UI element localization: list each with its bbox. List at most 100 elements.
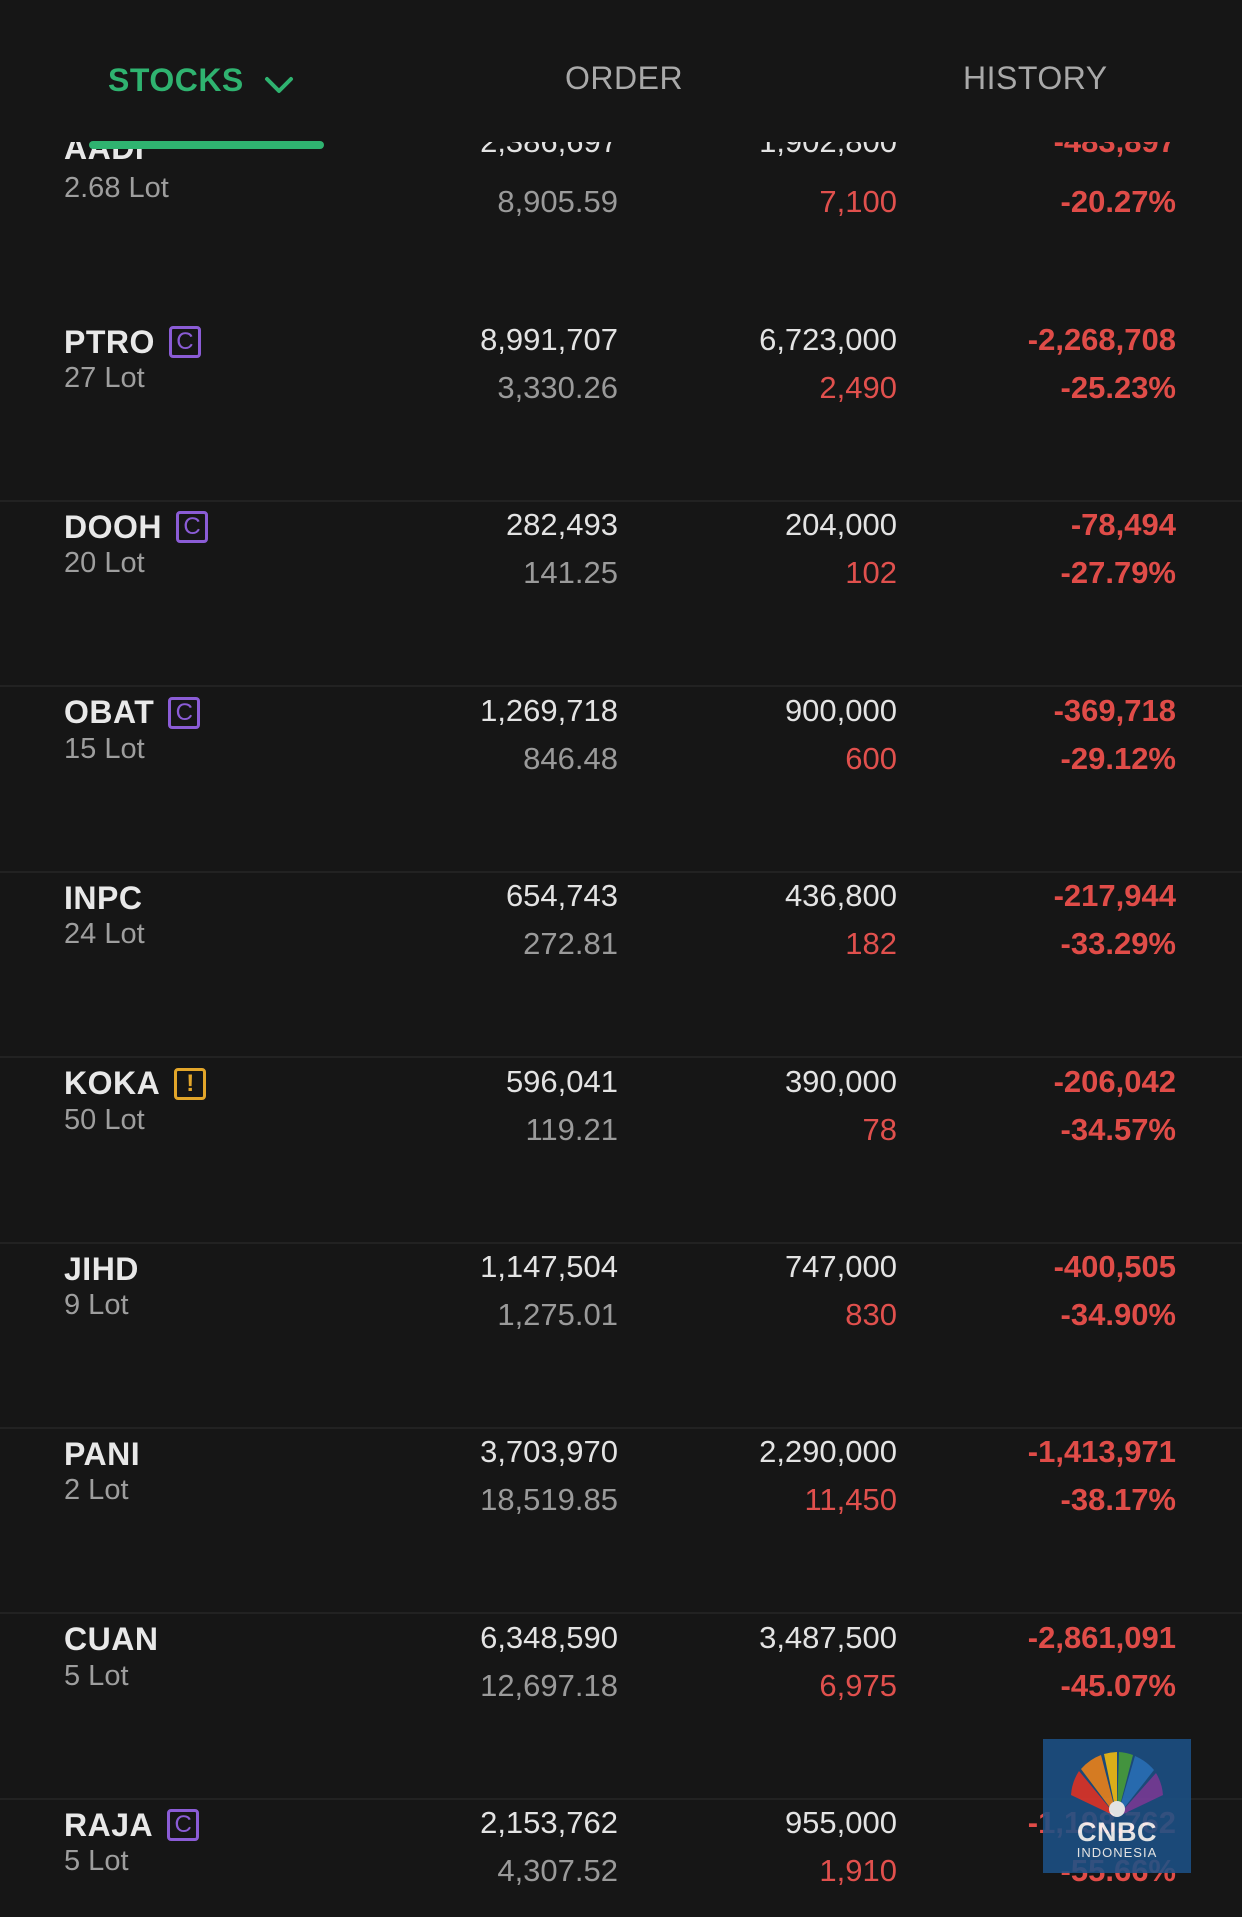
- ticker-symbol: CUAN: [64, 1621, 159, 1658]
- special-notation-c-badge[interactable]: C: [168, 326, 201, 358]
- invested-value: 654,743: [505, 878, 618, 914]
- invested-value: 1,269,718: [480, 692, 618, 728]
- ticker-symbol: DOOH: [64, 508, 162, 545]
- average-price: 119.21: [525, 1111, 618, 1147]
- ticker-line: OBAT C: [64, 689, 201, 737]
- invested-value: 596,041: [505, 1063, 618, 1099]
- ticker-line: CUAN: [64, 1616, 158, 1664]
- position-row[interactable]: DOOH C 20 Lot 282,493 141.25 204,000 102 -78,49…: [0, 503, 1242, 688]
- cnbc-indonesia-watermark: CNBC INDONESIA: [1043, 1739, 1191, 1873]
- position-row[interactable]: OBAT C 15 Lot 1,269,718 846.48 900,000 600 -369…: [0, 689, 1242, 873]
- row-divider: [0, 870, 1242, 873]
- unrealized-pl: -369,718: [1053, 692, 1176, 728]
- unrealized-pl: -2,861,091: [1027, 1619, 1176, 1655]
- row-divider: [0, 685, 1242, 688]
- ticker-line: RAJA C: [64, 1801, 200, 1849]
- position-row[interactable]: JIHD 9 Lot 1,147,504 1,275.01 747,000 830 -400…: [0, 1245, 1242, 1429]
- last-price: 830: [845, 1297, 897, 1332]
- peacock-logo-icon: [1071, 1752, 1163, 1817]
- lot-count: 27 Lot: [64, 362, 145, 394]
- invested-value: 1,147,504: [480, 1249, 618, 1284]
- last-price: 2,490: [819, 370, 897, 405]
- unrealized-pl-percent: -33.29%: [1060, 926, 1176, 962]
- invested-value: 2,153,762: [480, 1805, 618, 1841]
- unrealized-pl: -400,505: [1053, 1249, 1176, 1284]
- tab-history[interactable]: HISTORY: [963, 60, 1108, 96]
- average-price: 4,307.52: [497, 1853, 618, 1889]
- row-divider: [0, 1612, 1242, 1615]
- ticker-symbol: JIHD: [64, 1250, 139, 1287]
- row-divider: [0, 1797, 1242, 1800]
- row-divider: [0, 1427, 1242, 1429]
- active-tab-indicator: [89, 141, 324, 149]
- last-price: 600: [845, 740, 897, 776]
- market-value: 747,000: [784, 1249, 897, 1284]
- special-notation-c-badge[interactable]: C: [167, 1809, 200, 1842]
- last-price: 6,975: [819, 1667, 897, 1703]
- position-row[interactable]: INPC 24 Lot 654,743 272.81 436,800 182 -217,94…: [0, 874, 1242, 1059]
- last-price: 78: [862, 1111, 897, 1147]
- last-price: 1,910: [819, 1853, 897, 1889]
- ticker-symbol: KOKA: [64, 1065, 161, 1102]
- unrealized-pl: -217,944: [1053, 878, 1176, 914]
- invested-value: 3,703,970: [480, 1434, 618, 1470]
- watermark-brand: CNBC: [1077, 1817, 1157, 1847]
- ticker-line: PTRO C: [64, 318, 201, 366]
- unrealized-pl-percent: -25.23%: [1060, 370, 1176, 405]
- unrealized-pl: -78,494: [1070, 507, 1176, 543]
- average-price: 8,905.59: [497, 184, 618, 219]
- market-value: 3,487,500: [759, 1619, 897, 1655]
- ticker-line: PANI: [64, 1430, 140, 1478]
- ticker-line: JIHD: [64, 1245, 139, 1293]
- lot-count: 5 Lot: [64, 1845, 129, 1878]
- unrealized-pl: -2,268,708: [1027, 322, 1176, 357]
- market-value: 204,000: [784, 507, 897, 543]
- average-price: 846.48: [523, 740, 618, 776]
- lot-count: 5 Lot: [64, 1659, 129, 1692]
- ticker-symbol: PANI: [64, 1435, 141, 1472]
- invested-value: 282,493: [505, 507, 618, 543]
- unrealized-pl-percent: -27.79%: [1060, 555, 1176, 591]
- average-price: 141.25: [523, 555, 618, 591]
- position-row[interactable]: PTRO C 27 Lot 8,991,707 3,330.26 6,723,000 2,4…: [0, 318, 1242, 502]
- last-price: 11,450: [804, 1482, 897, 1518]
- row-divider: [0, 1241, 1242, 1244]
- invested-value: 8,991,707: [480, 322, 618, 357]
- average-price: 1,275.01: [497, 1297, 618, 1332]
- unrealized-pl-percent: -45.07%: [1060, 1667, 1176, 1703]
- lot-count: 50 Lot: [64, 1103, 145, 1136]
- lot-count: 24 Lot: [64, 918, 145, 951]
- unrealized-pl-percent: -34.57%: [1060, 1111, 1176, 1147]
- ticker-symbol: OBAT: [64, 694, 155, 731]
- last-price: 7,100: [819, 184, 897, 219]
- position-row[interactable]: PANI 2 Lot 3,703,970 18,519.85 2,290,000 11,4…: [0, 1430, 1242, 1615]
- special-notation-c-badge[interactable]: C: [176, 511, 208, 544]
- ticker-line: KOKA!: [64, 1060, 207, 1108]
- warning-badge-icon[interactable]: !: [174, 1067, 207, 1100]
- tab-stocks[interactable]: STOCKS: [108, 58, 294, 103]
- row-divider: [0, 1056, 1242, 1059]
- lot-count: 2 Lot: [64, 1474, 129, 1507]
- unrealized-pl-percent: -34.90%: [1060, 1297, 1176, 1332]
- unrealized-pl-percent: -38.17%: [1060, 1482, 1176, 1518]
- average-price: 12,697.18: [480, 1667, 618, 1703]
- market-value: 390,000: [784, 1063, 897, 1099]
- watermark-sub: INDONESIA: [1076, 1845, 1158, 1860]
- unrealized-pl: -1,413,971: [1027, 1434, 1176, 1470]
- last-price: 182: [845, 926, 897, 962]
- ticker-symbol: INPC: [64, 879, 143, 916]
- unrealized-pl: -206,042: [1053, 1063, 1176, 1099]
- market-value: 436,800: [784, 878, 897, 914]
- special-notation-c-badge[interactable]: C: [168, 696, 201, 729]
- market-value: 900,000: [784, 692, 897, 728]
- position-row[interactable]: KOKA! 50 Lot 596,041 119.21 390,000 78 -206,04…: [0, 1060, 1242, 1244]
- lot-count: 20 Lot: [64, 547, 145, 580]
- position-row[interactable]: AADI2.68 Lot2,386,6978,905.591,902,8007,…: [0, 124, 1242, 316]
- ticker-symbol: PTRO: [64, 323, 155, 360]
- tab-order[interactable]: ORDER: [565, 60, 684, 96]
- position-row[interactable]: CUAN 5 Lot 6,348,590 12,697.18 3,487,500 6,97…: [0, 1616, 1242, 1800]
- ticker-symbol: RAJA: [64, 1806, 154, 1843]
- unrealized-pl-percent: -20.27%: [1060, 184, 1176, 219]
- market-value: 2,290,000: [759, 1434, 897, 1470]
- average-price: 3,330.26: [497, 370, 618, 405]
